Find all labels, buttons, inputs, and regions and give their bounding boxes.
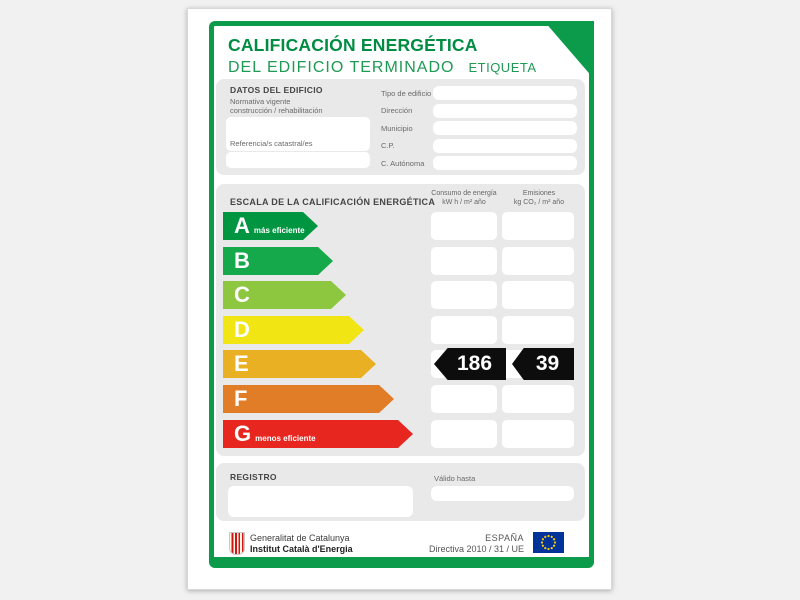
rating-bar: G menos eficiente — [223, 420, 413, 448]
footer: Generalitat de Catalunya Institut Català… — [188, 530, 613, 564]
field-label: Tipo de edificio — [381, 88, 432, 98]
rating-row: D — [216, 316, 585, 344]
page-title: CALIFICACIÓN ENERGÉTICA — [228, 35, 478, 55]
rating-bar: C — [223, 281, 346, 309]
organization-text: Generalitat de Catalunya Institut Català… — [250, 533, 353, 554]
building-data-fields: Tipo de edificio Dirección Municipio C.P… — [381, 86, 577, 174]
municipio-input[interactable] — [433, 121, 577, 136]
rating-letter: G — [234, 421, 252, 446]
referencia-label: Referencia/s catastral/es — [230, 139, 313, 148]
consumption-header-line2: kW h / m² año — [442, 198, 486, 206]
tipo-edificio-input[interactable] — [433, 86, 577, 100]
cp-input[interactable] — [433, 138, 577, 153]
normativa-label: Normativa vigente construcción / rehabil… — [230, 97, 323, 115]
emissions-cell — [502, 385, 574, 413]
rating-bar: D — [223, 316, 364, 344]
emissions-cell — [502, 420, 574, 448]
consumption-indicator: 186 — [434, 348, 506, 380]
rating-bar: F — [223, 385, 394, 413]
rating-bar: E — [223, 350, 376, 378]
referencia-input[interactable] — [226, 152, 370, 168]
page-subtitle: DEL EDIFICIO TERMINADO — [228, 59, 455, 76]
rating-letter: A — [234, 213, 250, 238]
rating-row: C — [216, 281, 585, 309]
field-row-tipo: Tipo de edificio — [381, 86, 577, 100]
rating-note: más eficiente — [253, 226, 305, 235]
normativa-label-line2: construcción / rehabilitación — [230, 106, 323, 115]
emissions-column-header: Emisiones kg CO₂ / m² año — [499, 190, 579, 207]
consumption-cell — [431, 385, 497, 413]
field-row-direccion: Dirección — [381, 103, 577, 118]
field-row-autonoma: C. Autónoma — [381, 156, 577, 171]
field-label: Municipio — [381, 123, 413, 133]
field-label: C.P. — [381, 141, 395, 151]
emissions-header-line1: Emisiones — [522, 190, 556, 197]
consumption-cell — [431, 420, 497, 448]
emissions-cell — [502, 316, 574, 344]
scale-heading: ESCALA DE LA CALIFICACIÓN ENERGÉTICA — [230, 197, 436, 207]
rating-letter: F — [234, 386, 248, 411]
rating-row: G menos eficiente — [216, 420, 585, 448]
registro-input[interactable] — [228, 486, 413, 517]
rating-letter: B — [234, 248, 250, 273]
consumption-column-header: Consumo de energía kW h / m² año — [424, 190, 504, 207]
field-label: Dirección — [381, 106, 413, 116]
energy-scale-panel: ESCALA DE LA CALIFICACIÓN ENERGÉTICA Con… — [216, 184, 585, 456]
rating-row: B — [216, 247, 585, 275]
normativa-input[interactable] — [226, 117, 370, 151]
field-label: C. Autónoma — [381, 158, 425, 168]
country-directive-text: ESPAÑA Directiva 2010 / 31 / UE — [398, 533, 524, 554]
valid-until-label: Válido hasta — [434, 474, 476, 483]
consumption-header-line1: Consumo de energía — [431, 190, 497, 197]
etiqueta-label: ETIQUETA — [468, 60, 537, 75]
directive-label: Directiva 2010 / 31 / UE — [428, 543, 524, 554]
rating-bar: B — [223, 247, 333, 275]
rating-letter: C — [234, 282, 250, 307]
rating-row: E 186 39 — [216, 348, 585, 380]
field-row-cp: C.P. — [381, 138, 577, 153]
emissions-cell — [502, 212, 574, 240]
emissions-indicator: 39 — [512, 348, 574, 380]
registry-heading: REGISTRO — [230, 472, 277, 482]
rating-row: F — [216, 385, 585, 413]
consumption-indicator-value: 186 — [456, 352, 493, 375]
autonoma-input[interactable] — [433, 156, 577, 171]
green-frame-border — [209, 21, 594, 568]
direccion-input[interactable] — [433, 103, 577, 118]
rating-row: A más eficiente — [216, 212, 585, 240]
emissions-header-line2: kg CO₂ / m² año — [513, 198, 565, 206]
generalitat-logo-icon — [229, 532, 245, 555]
registry-panel: REGISTRO Válido hasta — [216, 463, 585, 521]
org-line2: Institut Català d'Energia — [250, 543, 353, 554]
emissions-indicator-value: 39 — [535, 352, 560, 375]
building-data-heading: DATOS DEL EDIFICIO — [230, 85, 323, 95]
rating-letter: E — [234, 351, 249, 376]
emissions-cell — [502, 281, 574, 309]
rating-note: menos eficiente — [255, 434, 316, 443]
consumption-cell — [431, 281, 497, 309]
title-block: CALIFICACIÓN ENERGÉTICA DEL EDIFICIO TER… — [228, 35, 537, 77]
rating-letter: D — [234, 317, 250, 342]
normativa-label-line1: Normativa vigente — [230, 97, 291, 106]
field-row-municipio: Municipio — [381, 121, 577, 136]
building-data-panel: DATOS DEL EDIFICIO Normativa vigente con… — [216, 79, 585, 175]
certificate-page: CALIFICACIÓN ENERGÉTICA DEL EDIFICIO TER… — [187, 8, 612, 590]
consumption-cell — [431, 212, 497, 240]
rating-bar: A más eficiente — [223, 212, 318, 240]
valid-until-input[interactable] — [431, 486, 574, 501]
country-label: ESPAÑA — [485, 533, 524, 543]
eu-flag-icon — [533, 532, 564, 553]
org-line1: Generalitat de Catalunya — [250, 533, 350, 543]
consumption-cell — [431, 316, 497, 344]
emissions-cell — [502, 247, 574, 275]
consumption-cell — [431, 247, 497, 275]
